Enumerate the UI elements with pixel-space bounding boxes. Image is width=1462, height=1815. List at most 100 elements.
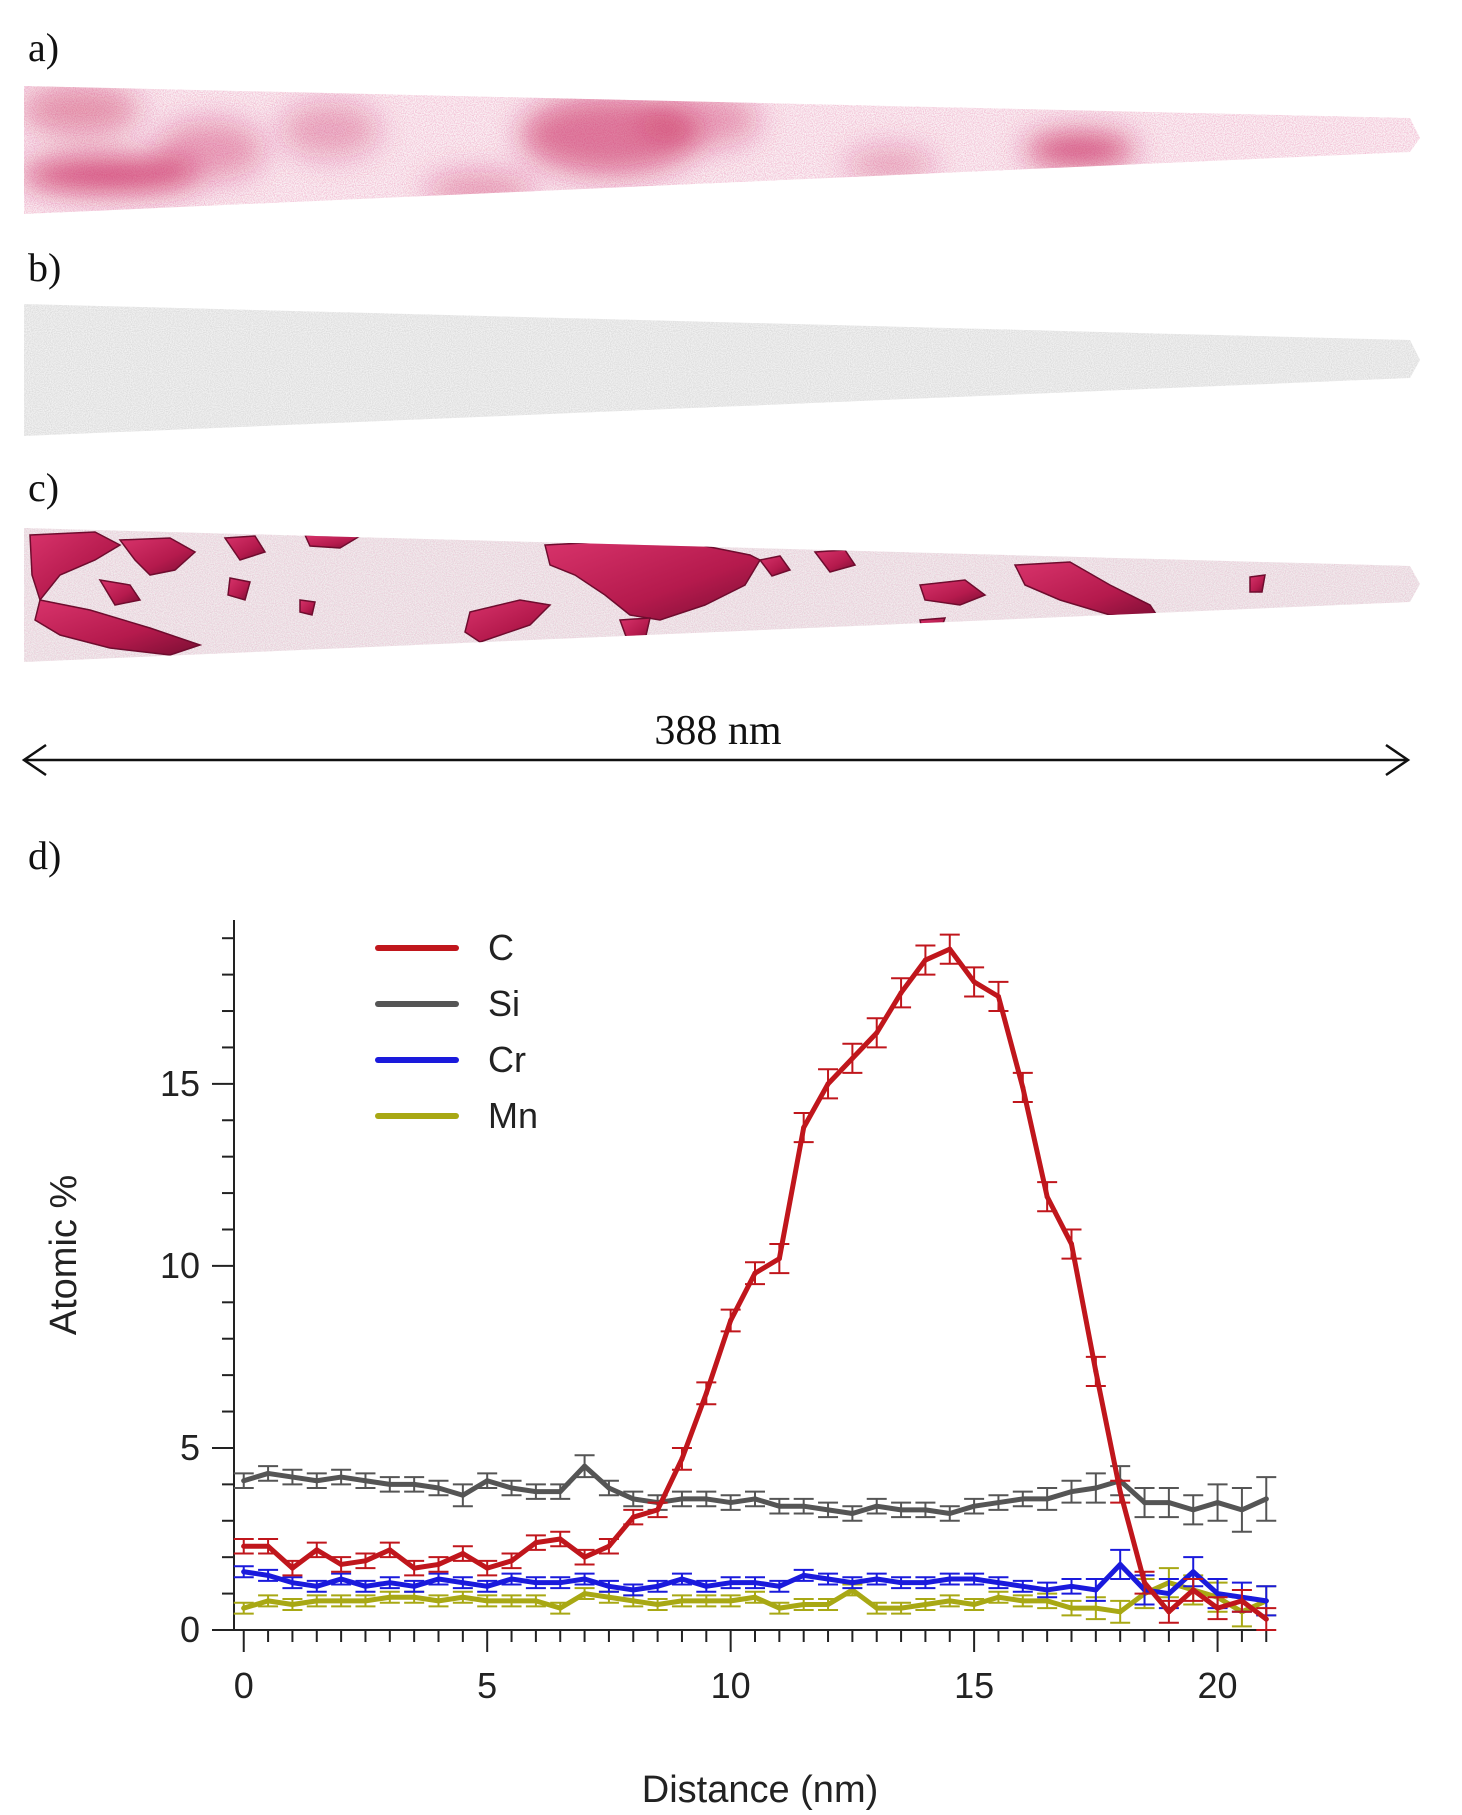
data-point: [314, 1598, 320, 1604]
data-point: [436, 1576, 442, 1582]
data-point: [703, 1496, 709, 1502]
data-point: [995, 1594, 1001, 1600]
data-point: [362, 1558, 368, 1564]
data-point: [582, 1591, 588, 1597]
data-point: [1093, 1485, 1099, 1491]
data-point: [825, 1602, 831, 1608]
data-point: [947, 946, 953, 952]
data-point: [436, 1485, 442, 1491]
data-point: [362, 1478, 368, 1484]
data-point: [387, 1580, 393, 1586]
data-point: [533, 1580, 539, 1586]
data-point: [655, 1507, 661, 1513]
data-point: [728, 1318, 734, 1324]
data-point: [436, 1561, 442, 1567]
data-point: [338, 1576, 344, 1582]
data-point: [1239, 1598, 1245, 1604]
data-point: [703, 1583, 709, 1589]
matrix-atom-map: [24, 304, 1420, 436]
data-point: [655, 1602, 661, 1608]
data-point: [801, 1503, 807, 1509]
y-tick-label: 15: [160, 1063, 200, 1104]
y-tick-label: 0: [180, 1609, 200, 1650]
data-point: [971, 979, 977, 985]
data-point: [557, 1580, 563, 1586]
data-point: [1142, 1580, 1148, 1586]
data-point: [557, 1489, 563, 1495]
data-point: [679, 1456, 685, 1462]
data-point: [484, 1583, 490, 1589]
data-point: [947, 1510, 953, 1516]
data-point: [1044, 1598, 1050, 1604]
data-point: [971, 1602, 977, 1608]
atomic-profile-chart: 0 5 10 15 20 0 5 10 15 C Si Cr Mn Distance (nm) Ato…: [43, 920, 1277, 1811]
series-si: [233, 1454, 1277, 1533]
data-point: [606, 1485, 612, 1491]
x-tick-label: 20: [1198, 1665, 1238, 1706]
data-point: [752, 1496, 758, 1502]
data-point: [557, 1605, 563, 1611]
data-point: [971, 1503, 977, 1509]
data-point: [314, 1547, 320, 1553]
data-point: [703, 1390, 709, 1396]
data-point: [362, 1598, 368, 1604]
data-point: [849, 1580, 855, 1586]
data-point: [995, 993, 1001, 999]
data-point: [801, 1602, 807, 1608]
data-point: [655, 1583, 661, 1589]
data-point: [1239, 1507, 1245, 1513]
data-point: [314, 1478, 320, 1484]
data-point: [971, 1576, 977, 1582]
data-point: [776, 1256, 782, 1262]
data-point: [874, 1030, 880, 1036]
data-point: [776, 1605, 782, 1611]
data-point: [1166, 1500, 1172, 1506]
series-cr: [233, 1548, 1277, 1617]
data-point: [995, 1580, 1001, 1586]
data-point: [728, 1580, 734, 1586]
data-point: [679, 1496, 685, 1502]
data-point: [1093, 1368, 1099, 1374]
data-point: [289, 1565, 295, 1571]
data-point: [1044, 1194, 1050, 1200]
x-tick-label: 15: [954, 1665, 994, 1706]
data-point: [1020, 1084, 1026, 1090]
data-point: [1215, 1591, 1221, 1597]
data-point: [1190, 1507, 1196, 1513]
data-point: [1093, 1605, 1099, 1611]
data-point: [509, 1576, 515, 1582]
data-point: [922, 1580, 928, 1586]
data-point: [582, 1576, 588, 1582]
data-point: [801, 1125, 807, 1131]
data-point: [1020, 1598, 1026, 1604]
data-point: [509, 1598, 515, 1604]
data-point: [411, 1583, 417, 1589]
data-point: [314, 1583, 320, 1589]
data-point: [1263, 1496, 1269, 1502]
data-point: [776, 1583, 782, 1589]
data-point: [1166, 1609, 1172, 1615]
x-tick-label: 10: [711, 1665, 751, 1706]
data-point: [825, 1576, 831, 1582]
data-point: [947, 1576, 953, 1582]
data-point: [387, 1594, 393, 1600]
data-point: [679, 1598, 685, 1604]
data-point: [922, 1602, 928, 1608]
legend-label-si: Si: [488, 983, 520, 1024]
data-point: [411, 1594, 417, 1600]
data-point: [582, 1463, 588, 1469]
data-point: [606, 1583, 612, 1589]
data-point: [460, 1580, 466, 1586]
scale-bar: 388 nm: [21, 708, 1411, 777]
data-point: [338, 1561, 344, 1567]
data-point: [679, 1576, 685, 1582]
data-point: [1068, 1489, 1074, 1495]
data-point: [630, 1514, 636, 1520]
data-point: [898, 1605, 904, 1611]
data-point: [874, 1503, 880, 1509]
legend-label-mn: Mn: [488, 1095, 538, 1136]
data-point: [387, 1547, 393, 1553]
data-point: [922, 1507, 928, 1513]
data-point: [1117, 1561, 1123, 1567]
